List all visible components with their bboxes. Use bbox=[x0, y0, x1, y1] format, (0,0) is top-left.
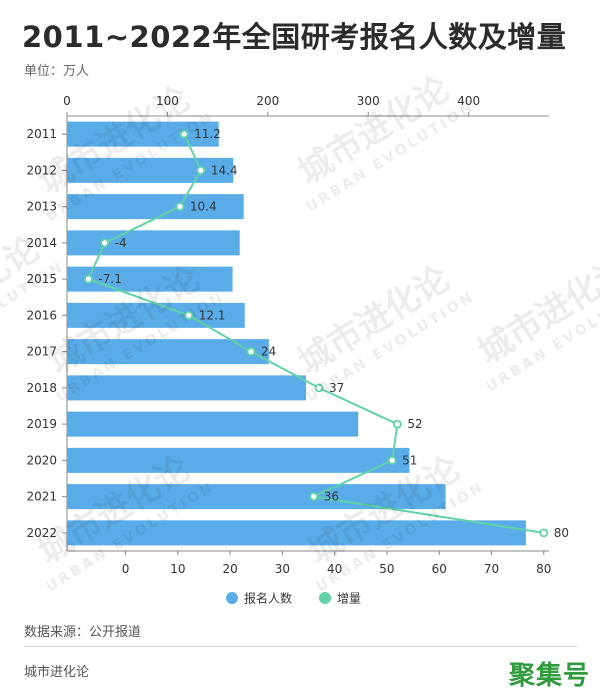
bar bbox=[67, 266, 233, 292]
increment-point bbox=[309, 492, 319, 502]
increment-data-label: 36 bbox=[324, 490, 339, 504]
category-axis: 2011 2012 2013 2014 2015 2016 2017 2018 2019 2020… bbox=[26, 116, 68, 551]
bottom-axis-tick-label: 0 bbox=[122, 562, 130, 576]
top-axis-tick-label: 200 bbox=[256, 94, 279, 108]
legend-label: 增量 bbox=[337, 592, 361, 606]
unit-label: 单位：万人 bbox=[24, 64, 90, 79]
increment-point bbox=[175, 202, 185, 212]
chart: 0 100 200 300 400 0 10 20 30 40 50 60 70 80 2011 2012… bbox=[26, 94, 569, 606]
increment-point bbox=[179, 129, 189, 139]
category-label: 2015 bbox=[26, 272, 57, 286]
increment-point bbox=[314, 383, 324, 393]
bar bbox=[67, 339, 269, 365]
increment-data-label: 37 bbox=[329, 381, 344, 395]
increment-data-label: -7.1 bbox=[98, 272, 121, 286]
increment-point bbox=[387, 455, 397, 465]
category-label: 2017 bbox=[26, 345, 57, 359]
bar bbox=[67, 121, 219, 147]
increment-data-label: 10.4 bbox=[190, 200, 217, 214]
increment-line bbox=[87, 133, 544, 534]
category-label: 2014 bbox=[26, 236, 57, 250]
category-label: 2020 bbox=[26, 453, 57, 467]
publisher-logo: 聚集号 bbox=[508, 661, 590, 691]
increment-data-label: 51 bbox=[402, 453, 417, 467]
category-label: 2013 bbox=[26, 200, 57, 214]
bar bbox=[67, 194, 244, 220]
bottom-axis-tick-label: 70 bbox=[484, 562, 499, 576]
category-label: 2011 bbox=[26, 127, 57, 141]
bottom-axis-tick-label: 50 bbox=[379, 562, 394, 576]
category-label: 2016 bbox=[26, 308, 57, 322]
bar bbox=[67, 157, 234, 183]
top-axis-tick-label: 400 bbox=[457, 94, 480, 108]
category-label: 2012 bbox=[26, 163, 57, 177]
bottom-axis-tick-label: 30 bbox=[275, 562, 290, 576]
increment-point bbox=[100, 238, 110, 248]
bottom-axis-tick-label: 80 bbox=[536, 562, 551, 576]
data-source: 数据来源：公开报道 bbox=[24, 625, 142, 640]
increment-point bbox=[392, 419, 402, 429]
category-label: 2018 bbox=[26, 381, 57, 395]
bar-series bbox=[67, 121, 526, 546]
top-axis-tick-label: 100 bbox=[156, 94, 179, 108]
bottom-axis-tick-label: 10 bbox=[170, 562, 185, 576]
bottom-axis: 0 10 20 30 40 50 60 70 80 bbox=[67, 550, 551, 576]
top-axis-tick-label: 300 bbox=[357, 94, 380, 108]
increment-data-label: 12.1 bbox=[199, 308, 226, 322]
increment-point bbox=[184, 310, 194, 320]
bottom-axis-tick-label: 40 bbox=[327, 562, 342, 576]
increment-point bbox=[539, 528, 549, 538]
increment-data-label: 11.2 bbox=[194, 127, 221, 141]
divider bbox=[24, 646, 577, 647]
increment-data-label: -4 bbox=[115, 236, 127, 250]
increment-data-label: 52 bbox=[407, 417, 422, 431]
bottom-axis-tick-label: 20 bbox=[222, 562, 237, 576]
top-axis-tick-label: 0 bbox=[63, 94, 71, 108]
category-label: 2022 bbox=[26, 526, 57, 540]
category-label: 2021 bbox=[26, 490, 57, 504]
bar bbox=[67, 230, 240, 256]
category-label: 2019 bbox=[26, 417, 57, 431]
brand-label: 城市进化论 bbox=[24, 665, 90, 680]
legend-label: 报名人数 bbox=[244, 591, 292, 606]
increment-point bbox=[84, 274, 93, 284]
increment-data-label: 24 bbox=[261, 345, 276, 359]
increment-data-label: 14.4 bbox=[211, 163, 238, 177]
bar bbox=[67, 484, 446, 510]
chart-title: 2011~2022年全国研考报名人数及增量 bbox=[22, 20, 567, 54]
bar bbox=[67, 302, 245, 328]
bottom-axis-tick-label: 60 bbox=[432, 562, 447, 576]
legend-marker bbox=[319, 592, 331, 604]
line-series: 11.2 14.4 10.4 -4 -7.1 12.1 24 37 52 51 36 80 bbox=[84, 127, 569, 540]
increment-point bbox=[246, 347, 256, 357]
bar bbox=[67, 520, 526, 546]
bar bbox=[67, 375, 306, 401]
bar bbox=[67, 447, 410, 473]
increment-point bbox=[196, 165, 206, 175]
increment-data-label: 80 bbox=[554, 526, 569, 540]
top-axis: 0 100 200 300 400 bbox=[63, 94, 549, 117]
legend-marker bbox=[226, 592, 238, 604]
bar bbox=[67, 411, 359, 437]
legend: 报名人数 增量 bbox=[226, 591, 361, 606]
